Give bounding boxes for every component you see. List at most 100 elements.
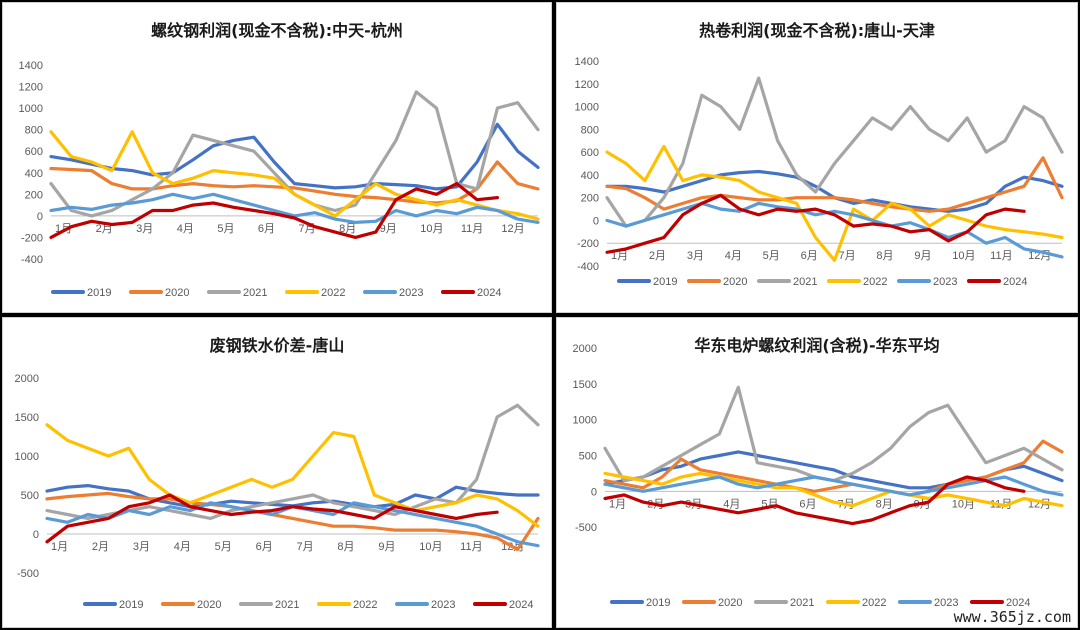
- legend-label-2022: 2022: [321, 287, 345, 299]
- legend-label-2021: 2021: [243, 287, 267, 299]
- y-tick-label: 500: [21, 490, 39, 502]
- y-tick-label: 500: [579, 451, 597, 463]
- y-tick-label: -400: [577, 261, 599, 273]
- x-tick-label: 1月: [609, 498, 626, 510]
- x-tick-label: 6月: [258, 223, 275, 235]
- x-tick-label: 7月: [839, 250, 856, 262]
- x-tick-label: 11月: [461, 223, 483, 235]
- series-line-2022: [605, 144, 1064, 262]
- x-tick-label: 2月: [96, 223, 113, 235]
- x-tick-label: 4月: [177, 223, 194, 235]
- y-tick-label: 1000: [573, 415, 597, 427]
- x-tick-label: 6月: [801, 250, 818, 262]
- y-tick-label: 1200: [575, 79, 599, 91]
- x-tick-label: 4月: [725, 250, 742, 262]
- legend-label-2022: 2022: [862, 597, 886, 609]
- legend-label-2022: 2022: [353, 599, 377, 611]
- legend-label-2022: 2022: [863, 276, 887, 288]
- y-tick-label: 2000: [573, 343, 597, 355]
- series-line-2020: [605, 156, 1064, 213]
- y-tick-label: 1400: [575, 56, 599, 68]
- x-tick-label: 9月: [378, 541, 395, 553]
- x-tick-label: 3月: [136, 223, 153, 235]
- legend-label-2020: 2020: [197, 599, 221, 611]
- y-tick-label: 800: [25, 125, 43, 137]
- x-tick-label: 10月: [420, 223, 443, 235]
- y-tick-label: 400: [581, 170, 599, 182]
- legend-label-2023: 2023: [934, 597, 958, 609]
- legend-label-2023: 2023: [399, 287, 423, 299]
- series-line-2024: [45, 493, 499, 544]
- legend-label-2021: 2021: [275, 599, 299, 611]
- chart-panel-eaf-rebar-profit: 华东电炉螺纹利润(含税)-华东平均 2000 1500 1000 500 0 -500 1月…: [556, 317, 1078, 628]
- x-tick-label: 10月: [952, 498, 975, 510]
- y-tick-label: 0: [33, 529, 39, 541]
- y-tick-label: 1000: [19, 103, 43, 115]
- y-tick-label: 0: [591, 486, 597, 498]
- y-tick-label: 0: [37, 211, 43, 223]
- y-tick-label: 1500: [573, 379, 597, 391]
- x-tick-label: 9月: [914, 250, 931, 262]
- y-tick-label: 2000: [15, 373, 39, 385]
- legend-label-2023: 2023: [431, 599, 455, 611]
- chart-panel-scrap-iron-spread: 废钢铁水价差-唐山 2000 1500 1000 500 0 -500 1月 2月 3月 4月 5月…: [2, 317, 552, 628]
- chart-title: 华东电炉螺纹利润(含税)-华东平均: [694, 336, 940, 355]
- series-line-2024: [605, 193, 1026, 254]
- legend-label-2023: 2023: [933, 276, 957, 288]
- series-line-2023: [49, 192, 540, 224]
- legend-label-2019: 2019: [119, 599, 143, 611]
- series-line-2020: [603, 439, 1064, 497]
- x-tick-label: 3月: [133, 541, 150, 553]
- series-line-2023: [605, 201, 1064, 259]
- x-tick-label: 1月: [611, 250, 628, 262]
- x-tick-label: 4月: [723, 498, 740, 510]
- legend-label-2019: 2019: [646, 597, 670, 609]
- series-line-2022: [49, 130, 540, 221]
- x-tick-label: 5月: [217, 223, 234, 235]
- x-tick-label: 12月: [501, 223, 524, 235]
- y-tick-label: 200: [581, 193, 599, 205]
- x-tick-label: 7月: [297, 541, 314, 553]
- chart-scrap-iron-spread: 2000 1500 1000 500 0 -500 1月 2月 3月 4月 5月 6月 7月 8月 9月 10…: [15, 373, 540, 611]
- x-tick-label: 8月: [876, 498, 893, 510]
- y-tick-label: -500: [17, 568, 39, 580]
- watermark: www.365jz.com: [950, 608, 1074, 626]
- x-tick-label: 10月: [952, 250, 975, 262]
- series-line-2024: [49, 182, 499, 239]
- series-line-2019: [49, 122, 540, 191]
- chart-panel-rebar-profit: 螺纹钢利润(现金不含税):中天-杭州 1400 1200 1000 800 600 400…: [2, 2, 552, 313]
- chart-panel-hrc-profit: 热卷利润(现金不含税):唐山-天津 1400 1200 1000 800 600 400 2…: [556, 2, 1078, 313]
- x-tick-label: 1月: [51, 541, 68, 553]
- series-line-2023: [45, 501, 540, 548]
- x-tick-label: 11月: [990, 250, 1012, 262]
- legend-label-2019: 2019: [87, 287, 111, 299]
- x-tick-label: 3月: [687, 250, 704, 262]
- y-tick-label: 1500: [15, 412, 39, 424]
- x-tick-label: 8月: [339, 223, 356, 235]
- legend-label-2020: 2020: [723, 276, 747, 288]
- x-tick-label: 9月: [380, 223, 397, 235]
- x-tick-label: 2月: [649, 250, 666, 262]
- y-tick-label: 400: [25, 168, 43, 180]
- series-line-2022: [45, 423, 540, 528]
- x-tick-label: 8月: [876, 250, 893, 262]
- legend-label-2020: 2020: [165, 287, 189, 299]
- x-tick-label: 11月: [460, 541, 482, 553]
- y-tick-label: 0: [593, 215, 599, 227]
- series-line-2021: [45, 403, 540, 520]
- x-tick-label: 4月: [174, 541, 191, 553]
- y-tick-label: 200: [25, 189, 43, 201]
- y-tick-label: 1200: [19, 82, 43, 94]
- legend-label-2024: 2024: [1006, 597, 1030, 609]
- y-tick-label: -500: [575, 522, 597, 534]
- y-tick-label: -200: [21, 232, 43, 244]
- series-line-2024: [603, 475, 1026, 526]
- y-tick-label: 1400: [19, 60, 43, 72]
- legend-label-2024: 2024: [1003, 276, 1027, 288]
- series-line-2021: [605, 76, 1064, 228]
- y-tick-label: 1000: [15, 451, 39, 463]
- y-tick-label: 600: [581, 147, 599, 159]
- series-line-2020: [45, 491, 540, 552]
